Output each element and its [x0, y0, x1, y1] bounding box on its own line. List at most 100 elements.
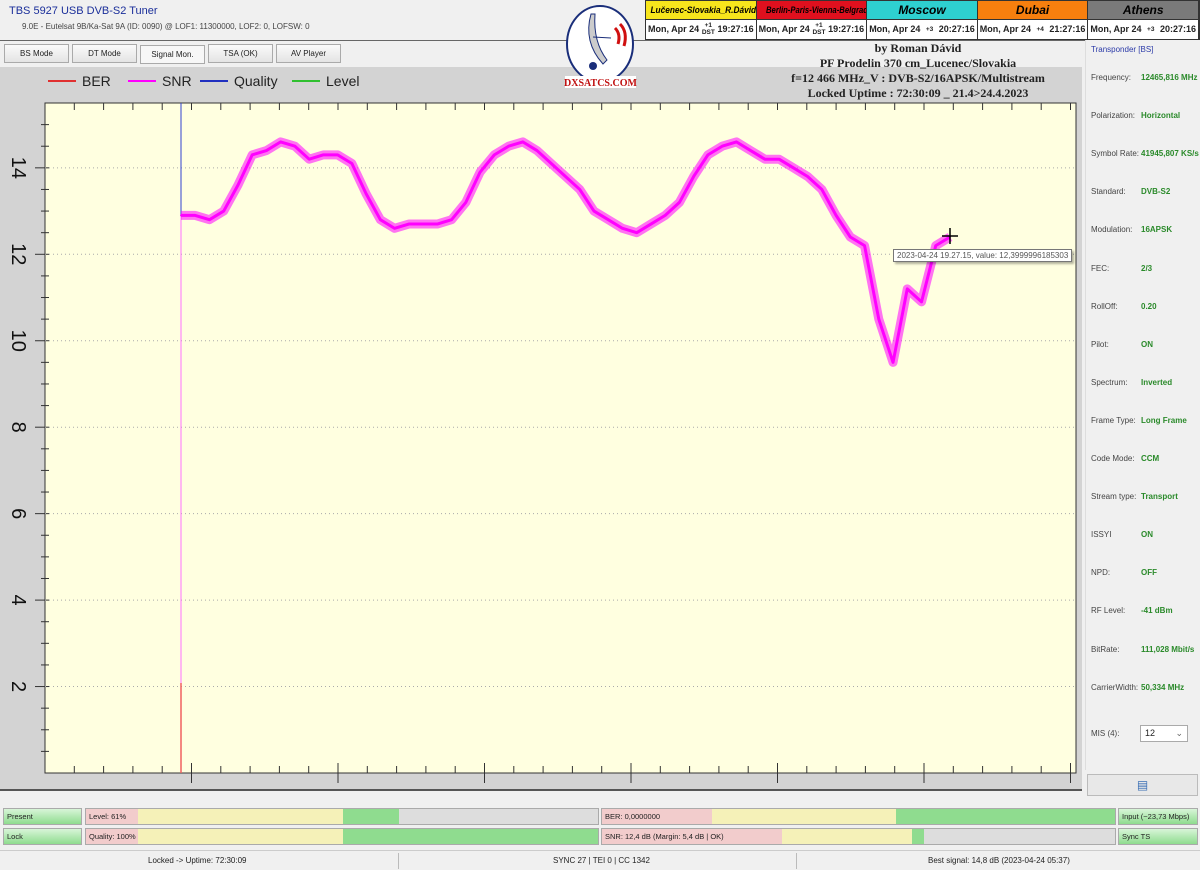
- level-bar: Level: 61%: [85, 808, 599, 825]
- plot-area: [44, 102, 1077, 774]
- transponder-row: Spectrum: Inverted: [1091, 378, 1172, 387]
- quality-bar: Quality: 100%: [85, 828, 599, 845]
- row-value: Transport: [1141, 492, 1178, 502]
- present-indicator: Present: [3, 808, 82, 825]
- lock-indicator: Lock: [3, 828, 82, 845]
- snr-point: [265, 149, 268, 152]
- snr-point: [564, 175, 567, 178]
- snr-point: [393, 227, 396, 230]
- row-key: NPD:: [1091, 568, 1111, 578]
- snr-point: [279, 140, 282, 143]
- snr-point: [436, 223, 439, 226]
- snr-point: [293, 145, 296, 148]
- snr-point: [849, 236, 852, 238]
- tab-dt-mode[interactable]: DT Mode: [72, 44, 137, 63]
- snr-point: [322, 153, 325, 156]
- clock-date: Mon, Apr 24: [869, 24, 921, 35]
- snr-point: [407, 223, 410, 226]
- transponder-row: NPD: OFF: [1091, 568, 1157, 577]
- transponder-row: Polarization: Horizontal: [1091, 111, 1180, 120]
- snr-point: [521, 140, 524, 143]
- transponder-row: Stream type: Transport: [1091, 492, 1178, 501]
- sync-indicator: Sync TS: [1118, 828, 1198, 845]
- sync-label: Sync TS: [1122, 832, 1151, 841]
- row-key: Spectrum:: [1091, 377, 1128, 387]
- clock-1: Berlin-Paris-Vienna-Belgrade Mon, Apr 24…: [756, 1, 868, 39]
- snr-point: [763, 158, 766, 161]
- snr-point: [664, 214, 667, 217]
- chevron-down-icon: ⌄: [1175, 728, 1183, 738]
- snr-point: [222, 210, 225, 213]
- row-key: Symbol Rate:: [1091, 149, 1140, 159]
- row-value: -41 dBm: [1141, 606, 1173, 616]
- mis-label: MIS (4):: [1091, 729, 1120, 738]
- row-value: 12465,816 MHz: [1141, 73, 1198, 82]
- snr-chart[interactable]: 2 4 6 8 10 12 14: [0, 0, 1085, 800]
- snr-point: [678, 201, 681, 204]
- present-label: Present: [7, 812, 33, 821]
- snr-label: SNR: 12,4 dB (Margin: 5,4 dB | OK): [605, 832, 724, 841]
- legend-label: Level: [326, 73, 360, 89]
- app-title: TBS 5927 USB DVB-S2 Tuner: [9, 5, 158, 17]
- snr-point: [450, 218, 453, 221]
- row-value: 2/3: [1141, 263, 1153, 273]
- row-key: Pilot:: [1091, 339, 1109, 349]
- transponder-row: Standard: DVB-S2: [1091, 187, 1170, 196]
- row-key: Code Mode:: [1091, 454, 1135, 463]
- snr-point: [308, 158, 311, 161]
- dxsatcs-logo: DXSATCS.COM: [564, 5, 637, 89]
- snr-point: [706, 153, 709, 156]
- snr-point: [863, 244, 866, 247]
- tab-signal-mon[interactable]: Signal Mon.: [140, 45, 205, 64]
- mis-value: 12: [1145, 728, 1156, 738]
- snr-point: [493, 153, 496, 156]
- transponder-panel: [1085, 40, 1200, 770]
- snr-point: [792, 166, 795, 169]
- tab-av-player[interactable]: AV Player: [276, 44, 341, 63]
- snr-point: [379, 218, 382, 221]
- snr-point: [649, 223, 652, 226]
- snr-point: [536, 149, 539, 152]
- panel-toggle-button[interactable]: ▤: [1087, 774, 1198, 796]
- snr-point: [422, 223, 425, 226]
- tab-tsa[interactable]: TSA (OK): [208, 44, 273, 63]
- row-value: CCM: [1141, 454, 1160, 463]
- clock-date: Mon, Apr 24: [979, 24, 1031, 35]
- app-subtitle: 9.0E - Eutelsat 9B/Ka-Sat 9A (ID: 0090) …: [22, 22, 310, 31]
- y-tick-label: 4: [7, 595, 29, 606]
- status-uptime: Locked -> Uptime: 72:30:09: [148, 856, 247, 865]
- row-key: RF Level:: [1091, 606, 1126, 616]
- mis-select[interactable]: 12 ⌄: [1140, 725, 1188, 742]
- snr-point: [906, 287, 909, 290]
- input-indicator: Input (~23,73 Mbps): [1118, 808, 1198, 825]
- transponder-title: Transponder [BS]: [1091, 45, 1154, 54]
- snr-point: [778, 158, 781, 161]
- clock-date: Mon, Apr 24: [758, 24, 810, 35]
- snr-point: [578, 188, 581, 191]
- row-value: DVB-S2: [1141, 187, 1171, 197]
- snr-point: [350, 162, 353, 165]
- lock-label: Lock: [7, 832, 23, 841]
- clock-time: 19:27:16: [717, 24, 754, 35]
- y-tick-label: 2: [7, 681, 29, 692]
- snr-point: [607, 218, 610, 221]
- snr-point: [621, 227, 624, 230]
- legend-label: BER: [82, 73, 111, 89]
- crosshair-cursor-icon: [942, 228, 958, 244]
- snr-point: [251, 153, 254, 156]
- row-value: 16APSK: [1141, 225, 1173, 235]
- row-key: RollOff:: [1091, 301, 1118, 311]
- chart-tooltip: 2023-04-24 19.27.15, value: 12,399999618…: [893, 249, 1073, 262]
- snr-point: [365, 192, 368, 195]
- snr-point: [877, 318, 880, 321]
- clock-city: Moscow: [898, 3, 946, 17]
- clock-date: Mon, Apr 24: [648, 24, 700, 35]
- row-key: ISSYI: [1091, 530, 1112, 540]
- row-value: Horizontal: [1141, 111, 1181, 121]
- transponder-row: BitRate: 111,028 Mbit/s: [1091, 645, 1194, 654]
- row-key: BitRate:: [1091, 644, 1120, 654]
- transponder-row: Frequency: 12465,816 MHz: [1091, 73, 1197, 82]
- tab-bs-mode[interactable]: BS Mode: [4, 44, 69, 63]
- clock-offset: +3: [925, 25, 934, 33]
- row-value: 111,028 Mbit/s: [1141, 644, 1195, 654]
